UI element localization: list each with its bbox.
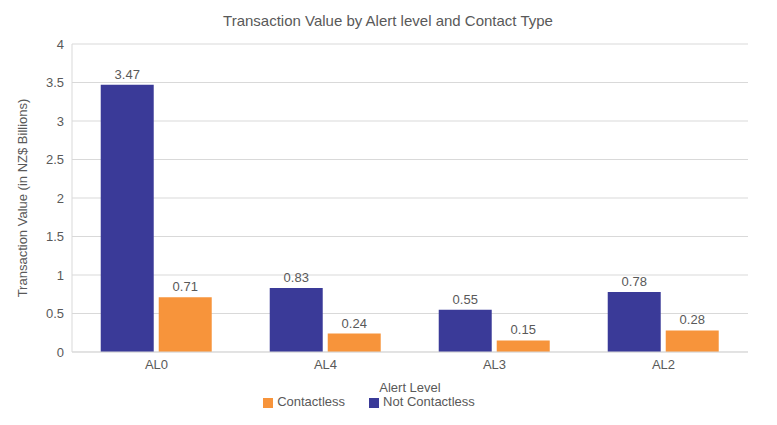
svg-text:1.5: 1.5 [46,229,64,244]
svg-text:2: 2 [57,191,64,206]
html-text:Contactless: Contactless [277,394,346,409]
svg-text:AL4: AL4 [314,357,337,372]
svg-text:4: 4 [57,37,64,52]
svg-text:3.47: 3.47 [115,67,140,82]
svg-text:0.71: 0.71 [173,279,198,294]
svg-text:1: 1 [57,268,64,283]
svg-text:AL0: AL0 [145,357,168,372]
svg-text:3.5: 3.5 [46,75,64,90]
html-text:Not Contactless: Not Contactless [383,394,475,409]
svg-text:AL2: AL2 [652,357,675,372]
svg-text:0.83: 0.83 [284,270,309,285]
svg-text:0.28: 0.28 [680,312,705,327]
svg-text:0.24: 0.24 [342,316,367,331]
svg-text:3: 3 [57,114,64,129]
html-text:Transaction Value by Alert lev: Transaction Value by Alert level and Con… [223,12,553,29]
svg-text:2.5: 2.5 [46,152,64,167]
svg-text:0.5: 0.5 [46,306,64,321]
svg-text:0: 0 [57,345,64,360]
svg-text:Transaction Value (in NZ$ Bill: Transaction Value (in NZ$ Billions) [15,99,30,298]
svg-text:0.78: 0.78 [622,274,647,289]
svg-text:Alert Level: Alert Level [379,380,441,395]
svg-text:0.15: 0.15 [511,322,536,337]
svg-text:AL3: AL3 [483,357,506,372]
svg-text:0.55: 0.55 [453,292,478,307]
